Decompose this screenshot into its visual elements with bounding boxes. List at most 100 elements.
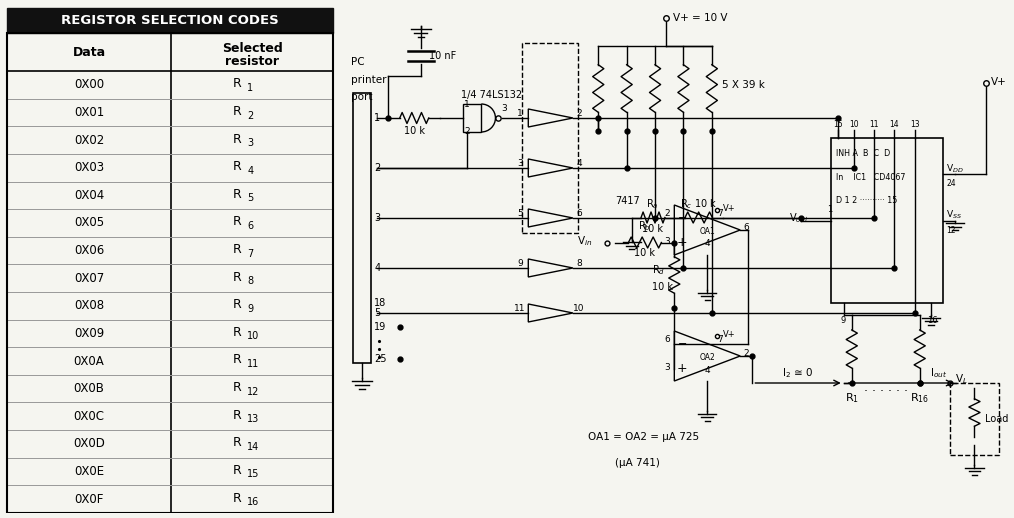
Text: 10 nF: 10 nF xyxy=(429,51,456,61)
Text: Load: Load xyxy=(985,414,1008,424)
Text: 10 k: 10 k xyxy=(642,223,662,234)
Text: V$_{in}$: V$_{in}$ xyxy=(577,235,592,249)
Text: port: port xyxy=(351,92,372,102)
Text: V$_{out}$: V$_{out}$ xyxy=(789,211,809,225)
Text: 0X0B: 0X0B xyxy=(74,382,104,395)
Text: 0X09: 0X09 xyxy=(74,327,104,340)
Text: R: R xyxy=(232,436,241,449)
Text: 2: 2 xyxy=(664,209,670,218)
Text: 3: 3 xyxy=(247,138,254,148)
Text: 0X04: 0X04 xyxy=(74,189,104,202)
Text: 2: 2 xyxy=(374,163,380,173)
Text: +: + xyxy=(677,236,687,249)
Text: 3: 3 xyxy=(502,104,507,113)
Text: I$_2$ ≅ 0: I$_2$ ≅ 0 xyxy=(783,366,813,380)
Text: (μA 741): (μA 741) xyxy=(615,458,660,468)
Bar xyxy=(463,104,482,132)
Text: R: R xyxy=(232,492,241,505)
Text: R: R xyxy=(232,326,241,339)
Text: 14: 14 xyxy=(889,120,899,129)
Text: 1: 1 xyxy=(464,100,470,109)
Text: R: R xyxy=(232,298,241,311)
Text: 1: 1 xyxy=(827,206,832,214)
Text: 13: 13 xyxy=(247,414,260,424)
Text: 15: 15 xyxy=(832,120,843,129)
Text: R$_c$ 10 k: R$_c$ 10 k xyxy=(680,197,717,211)
Text: 6: 6 xyxy=(743,223,749,232)
Text: V+: V+ xyxy=(991,77,1007,87)
Text: 12: 12 xyxy=(946,225,955,235)
Text: 10 k: 10 k xyxy=(405,126,425,136)
Text: 8: 8 xyxy=(576,259,582,268)
Text: OA1 = OA2 = μA 725: OA1 = OA2 = μA 725 xyxy=(588,432,700,442)
Text: 9: 9 xyxy=(517,259,523,268)
Text: R: R xyxy=(232,215,241,228)
Text: 6: 6 xyxy=(247,221,254,231)
Text: R: R xyxy=(232,133,241,146)
Text: 1/4 74LS132: 1/4 74LS132 xyxy=(461,90,522,100)
Text: 12: 12 xyxy=(247,386,260,397)
Text: 5: 5 xyxy=(247,193,254,204)
Text: 0X0A: 0X0A xyxy=(74,354,104,367)
Text: 10: 10 xyxy=(849,120,859,129)
Text: OA1: OA1 xyxy=(700,227,715,237)
Text: printer: printer xyxy=(351,75,386,85)
Text: 0X07: 0X07 xyxy=(74,272,104,285)
Text: −: − xyxy=(677,338,687,349)
Text: 0X0C: 0X0C xyxy=(74,410,104,423)
Text: 0X08: 0X08 xyxy=(74,299,104,312)
Text: R: R xyxy=(232,409,241,422)
Text: 4: 4 xyxy=(705,366,710,375)
Text: V$_{SS}$: V$_{SS}$ xyxy=(946,209,962,221)
Text: R$_1$: R$_1$ xyxy=(845,391,859,405)
Text: D 1 2 ·········· 15: D 1 2 ·········· 15 xyxy=(836,196,897,205)
Text: 3: 3 xyxy=(374,213,380,223)
Text: 9: 9 xyxy=(841,316,846,325)
Text: −: − xyxy=(677,212,687,223)
Text: V+: V+ xyxy=(723,204,736,213)
Text: R: R xyxy=(232,105,241,118)
Text: 16: 16 xyxy=(927,316,937,325)
Text: R: R xyxy=(232,188,241,201)
Text: 0X0D: 0X0D xyxy=(73,437,105,450)
Text: 10: 10 xyxy=(573,304,585,313)
Text: 4: 4 xyxy=(576,159,582,168)
Text: 0X00: 0X00 xyxy=(74,78,104,92)
Text: R: R xyxy=(232,160,241,173)
Text: 1: 1 xyxy=(517,109,523,118)
Text: 1: 1 xyxy=(374,113,380,123)
Text: 7: 7 xyxy=(717,209,723,218)
Text: 10: 10 xyxy=(247,332,260,341)
Text: REGISTOR SELECTION CODES: REGISTOR SELECTION CODES xyxy=(61,14,279,27)
Text: 11: 11 xyxy=(514,304,526,313)
Text: INH A  B  C  D: INH A B C D xyxy=(836,149,890,158)
Text: 4: 4 xyxy=(705,239,710,248)
Text: 15: 15 xyxy=(247,469,260,480)
Text: 3: 3 xyxy=(664,237,670,247)
Text: +: + xyxy=(677,362,687,375)
Text: 13: 13 xyxy=(910,120,920,129)
Text: 19: 19 xyxy=(374,322,386,332)
Text: 1: 1 xyxy=(247,83,254,93)
Text: R: R xyxy=(232,464,241,477)
Text: 18: 18 xyxy=(374,298,386,308)
Text: V+: V+ xyxy=(723,330,736,339)
Bar xyxy=(950,383,999,455)
Text: 0X02: 0X02 xyxy=(74,134,104,147)
Text: Selected: Selected xyxy=(222,41,283,54)
Text: Data: Data xyxy=(73,46,105,59)
Text: 0X0F: 0X0F xyxy=(74,493,103,506)
Bar xyxy=(522,43,578,233)
Text: R: R xyxy=(232,381,241,394)
Text: R$_b$: R$_b$ xyxy=(639,220,651,233)
Text: 3: 3 xyxy=(517,159,523,168)
Bar xyxy=(353,93,371,363)
Text: 5: 5 xyxy=(517,209,523,218)
Text: 4: 4 xyxy=(247,166,254,176)
Text: 11: 11 xyxy=(869,120,879,129)
Text: 6: 6 xyxy=(576,209,582,218)
Bar xyxy=(831,138,943,303)
Text: I$_{out}$: I$_{out}$ xyxy=(930,366,947,380)
Text: 4: 4 xyxy=(374,263,380,273)
Text: 0X01: 0X01 xyxy=(74,106,104,119)
